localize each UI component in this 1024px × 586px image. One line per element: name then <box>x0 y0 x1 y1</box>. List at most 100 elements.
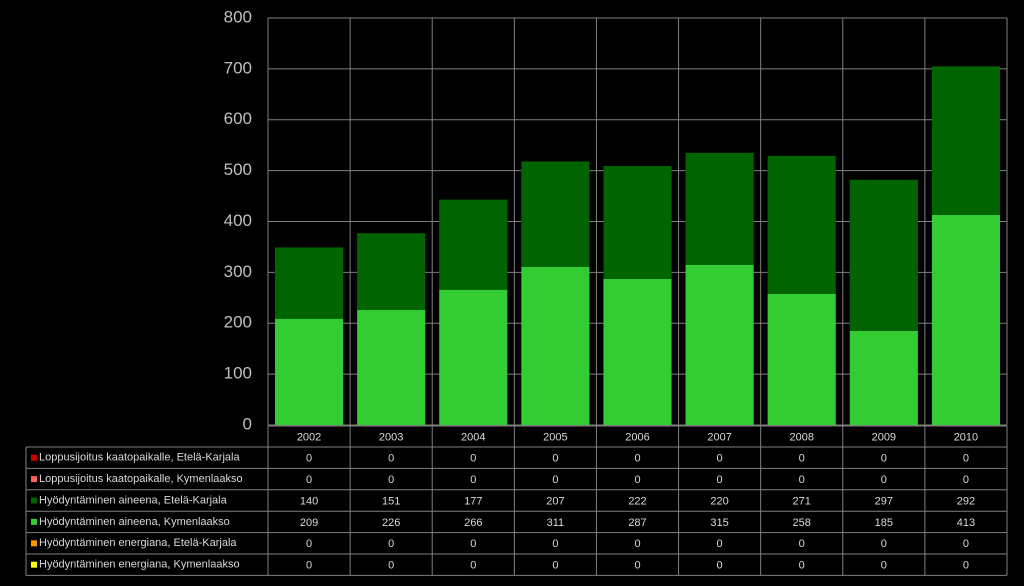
legend-label: Hyödyntäminen energiana, Etelä-Karjala <box>39 537 237 549</box>
bar-segment <box>274 318 344 425</box>
table-value: 0 <box>799 538 805 550</box>
x-tick-label: 2007 <box>707 431 731 443</box>
table-value: 0 <box>634 453 640 465</box>
y-tick-label: 100 <box>224 364 252 383</box>
bar-segment <box>849 179 918 331</box>
table-value: 177 <box>464 495 482 507</box>
table-value: 0 <box>470 474 476 486</box>
legend-label: Hyödyntäminen aineena, Etelä-Karjala <box>39 494 228 506</box>
bar-segment <box>357 233 426 311</box>
table-value: 226 <box>382 517 400 529</box>
legend-swatch <box>31 518 37 525</box>
legend-swatch <box>31 476 37 483</box>
table-value: 311 <box>547 517 565 529</box>
table-value: 222 <box>628 495 646 507</box>
table-value: 287 <box>628 517 646 529</box>
x-tick-label: 2010 <box>954 431 978 443</box>
bar-segment <box>931 66 1001 215</box>
table-value: 207 <box>546 495 564 507</box>
table-value: 0 <box>388 560 394 572</box>
bar-segment <box>767 293 836 425</box>
table-value: 0 <box>717 560 723 572</box>
table-value: 0 <box>470 453 476 465</box>
table-value: 0 <box>963 560 969 572</box>
legend-label: Loppusijoitus kaatopaikalle, Etelä-Karja… <box>39 452 240 464</box>
bar-segment <box>685 264 754 425</box>
y-tick-label: 700 <box>224 58 252 77</box>
table-value: 151 <box>382 495 400 507</box>
table-value: 413 <box>957 517 975 529</box>
table-value: 0 <box>470 560 476 572</box>
table-value: 140 <box>300 495 318 507</box>
table-value: 0 <box>552 474 558 486</box>
table-value: 258 <box>793 517 811 529</box>
table-value: 0 <box>388 474 394 486</box>
table-value: 0 <box>306 560 312 572</box>
x-tick-label: 2003 <box>379 431 403 443</box>
bar-segment <box>439 289 508 425</box>
table-value: 0 <box>306 538 312 550</box>
table-value: 0 <box>552 538 558 550</box>
table-value: 0 <box>881 538 887 550</box>
y-tick-label: 800 <box>224 7 252 26</box>
legend-label: Hyödyntäminen aineena, Kymenlaakso <box>39 516 230 528</box>
y-tick-label: 200 <box>224 313 252 332</box>
table-value: 0 <box>717 453 723 465</box>
bar-segment <box>931 214 1001 425</box>
x-tick-label: 2005 <box>543 431 567 443</box>
table-value: 0 <box>799 474 805 486</box>
table-value: 0 <box>963 538 969 550</box>
bar-segment <box>521 266 590 425</box>
table-value: 0 <box>634 474 640 486</box>
table-value: 0 <box>881 474 887 486</box>
bar-segment <box>521 161 590 267</box>
table-value: 271 <box>793 495 811 507</box>
table-value: 185 <box>875 517 893 529</box>
y-tick-label: 300 <box>224 262 252 281</box>
x-tick-label: 2004 <box>461 431 485 443</box>
bar-segment <box>439 199 508 290</box>
table-value: 297 <box>875 495 893 507</box>
table-value: 0 <box>634 538 640 550</box>
table-value: 0 <box>388 453 394 465</box>
table-value: 0 <box>881 453 887 465</box>
bar-segment <box>357 310 426 425</box>
bar-segment <box>849 330 918 425</box>
table-value: 0 <box>963 474 969 486</box>
table-value: 0 <box>717 538 723 550</box>
table-value: 0 <box>388 538 394 550</box>
y-tick-label: 400 <box>224 211 252 230</box>
table-value: 0 <box>799 453 805 465</box>
legend-swatch <box>31 497 37 504</box>
y-tick-label: 600 <box>224 109 252 128</box>
y-tick-label: 0 <box>243 414 252 433</box>
table-value: 0 <box>634 560 640 572</box>
x-tick-label: 2008 <box>789 431 813 443</box>
table-value: 0 <box>963 453 969 465</box>
legend-label: Loppusijoitus kaatopaikalle, Kymenlaakso <box>39 473 243 485</box>
table-value: 292 <box>957 495 975 507</box>
x-tick-label: 2009 <box>872 431 896 443</box>
table-value: 0 <box>799 560 805 572</box>
table-value: 315 <box>710 517 728 529</box>
x-tick-label: 2002 <box>297 431 321 443</box>
table-value: 209 <box>300 517 318 529</box>
legend-swatch <box>31 540 37 547</box>
table-value: 0 <box>552 560 558 572</box>
table-value: 0 <box>881 560 887 572</box>
bar-segment <box>767 155 836 294</box>
bar-segment <box>603 278 672 425</box>
x-tick-label: 2006 <box>625 431 649 443</box>
bar-segment <box>603 166 672 279</box>
table-value: 0 <box>306 474 312 486</box>
bar-segment <box>685 152 754 265</box>
legend-swatch <box>31 454 37 461</box>
table-value: 0 <box>717 474 723 486</box>
table-value: 0 <box>306 453 312 465</box>
bar-segment <box>274 247 344 319</box>
table-value: 0 <box>470 538 476 550</box>
y-tick-label: 500 <box>224 160 252 179</box>
table-value: 0 <box>552 453 558 465</box>
table-value: 266 <box>464 517 482 529</box>
